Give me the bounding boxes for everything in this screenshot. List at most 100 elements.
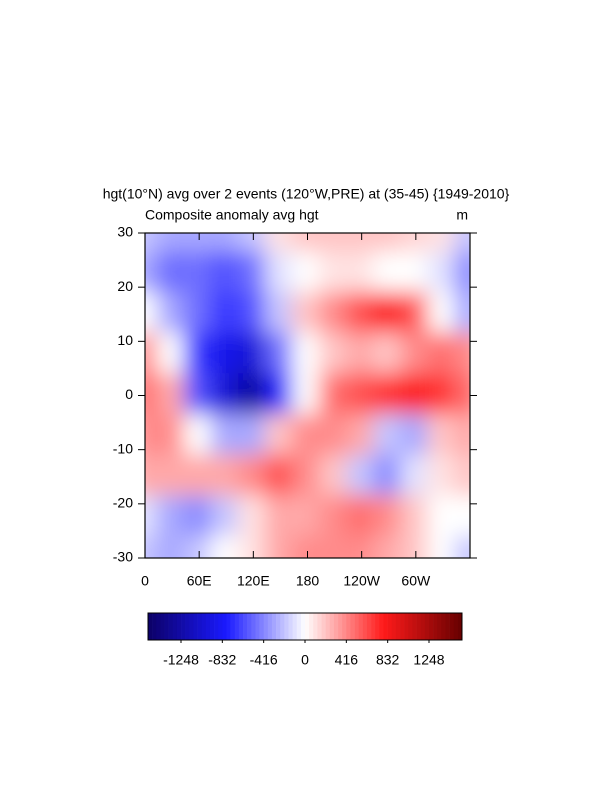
cell [264,413,296,459]
cell [400,495,432,540]
colorbar-box [226,613,231,640]
colorbar-box [321,613,326,640]
cell [319,454,351,500]
colorbar-box [247,613,252,640]
colorbar-box [172,613,178,640]
colorbar-box [218,613,223,640]
colorbar-box [205,613,211,640]
x-tick-label: 180 [296,573,320,589]
colorbar-box [395,613,401,640]
cell [454,535,470,558]
colorbar-box [358,613,364,640]
cell [373,373,405,418]
colorbar-box [309,613,314,640]
cell [400,332,432,378]
field-smooth [145,233,470,558]
cell [427,535,459,558]
cell [427,251,459,296]
colorbar-box [222,613,227,640]
cell [183,454,215,500]
cell [264,454,296,500]
colorbar-box [387,613,393,640]
cell [400,233,432,256]
cell [183,291,215,337]
cell [183,332,215,378]
cell [454,454,470,500]
colorbar-box [251,613,256,640]
x-tick-label: 0 [141,573,149,589]
colorbar-box [148,613,153,640]
cell [427,291,459,337]
cell [454,413,470,459]
colorbar-box [379,613,384,640]
colorbar-box [342,613,347,640]
colorbar-label: -1248 [163,652,199,668]
cell [319,413,351,459]
cell [264,251,296,296]
colorbar-box [197,613,203,640]
y-tick-label: 30 [117,224,133,240]
cell [319,495,351,540]
y-tick-label: -30 [113,549,133,565]
colorbar-box [296,613,302,640]
colorbar-box [263,613,269,640]
cell [346,373,378,418]
cell [210,535,242,558]
colorbar-box [267,613,273,640]
cell [427,495,459,540]
colorbar-box [181,613,186,640]
cell [427,373,459,418]
cell [210,495,242,540]
cell [291,495,324,540]
colorbar-box [234,613,240,640]
colorbar-box [375,613,380,640]
cell [319,233,351,256]
cell [346,454,378,500]
cell [210,233,242,256]
cell [210,332,242,378]
y-tick-label: 10 [117,332,133,348]
cell [237,233,269,256]
colorbar-box [441,613,446,640]
cell [156,332,188,378]
cell [264,233,296,256]
colorbar-label: 1248 [413,652,444,668]
cell [156,413,188,459]
cell [319,332,351,378]
cell [183,413,215,459]
colorbar-box [160,613,165,640]
cell [156,251,188,296]
colorbar-box [292,613,298,640]
cell [346,233,378,256]
cell [400,291,432,337]
colorbar-box [362,613,368,640]
cell [346,251,378,296]
cell [291,233,324,256]
cell [427,413,459,459]
colorbar-box [371,613,376,640]
cell [237,535,269,558]
cell [183,233,215,256]
y-tick-label: 0 [125,386,133,402]
colorbar-box [168,613,174,640]
colorbar-box [350,613,355,640]
axes: 0 60E 120E 180 120W 60W-30-20-100102030-1248-… [113,224,477,668]
cell [454,291,470,337]
colorbar-label: 416 [335,652,359,668]
cell [237,251,269,296]
cell [156,535,188,558]
colorbar-box [156,613,161,640]
colorbar-box [284,613,289,640]
colorbar-box [280,613,285,640]
colorbar-box [276,613,281,640]
colorbar-box [428,613,434,640]
colorbar-label: -832 [208,652,236,668]
cell [291,251,324,296]
colorbar-box [317,613,322,640]
cell [264,291,296,337]
cell [373,535,405,558]
colorbar-box [214,613,219,640]
cell [373,495,405,540]
cell [373,413,405,459]
cell [156,495,188,540]
